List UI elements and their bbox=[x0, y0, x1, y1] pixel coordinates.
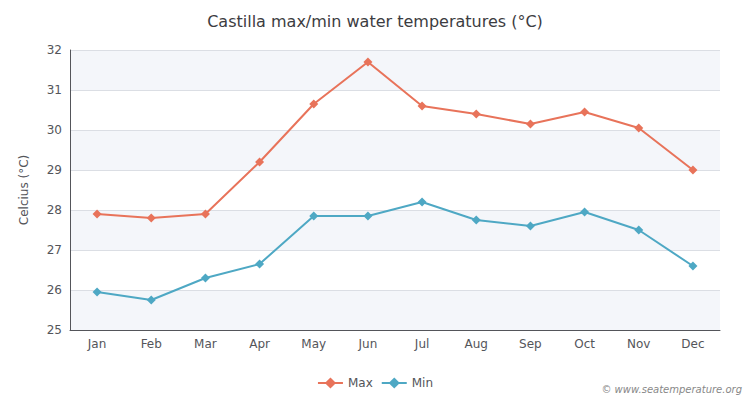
svg-text:Jul: Jul bbox=[414, 337, 429, 351]
svg-text:26: 26 bbox=[47, 283, 62, 297]
svg-text:30: 30 bbox=[47, 123, 62, 137]
svg-text:Max: Max bbox=[348, 376, 373, 390]
svg-text:31: 31 bbox=[47, 83, 62, 97]
svg-text:Celcius (°C): Celcius (°C) bbox=[17, 155, 31, 225]
svg-text:Sep: Sep bbox=[519, 337, 542, 351]
svg-text:Mar: Mar bbox=[194, 337, 217, 351]
svg-text:Nov: Nov bbox=[627, 337, 650, 351]
svg-text:© www.seatemperature.org: © www.seatemperature.org bbox=[601, 384, 742, 395]
svg-text:29: 29 bbox=[47, 163, 62, 177]
svg-text:Apr: Apr bbox=[249, 337, 270, 351]
svg-text:Jan: Jan bbox=[87, 337, 107, 351]
svg-text:May: May bbox=[301, 337, 326, 351]
svg-text:Oct: Oct bbox=[574, 337, 595, 351]
svg-text:Aug: Aug bbox=[465, 337, 488, 351]
svg-text:25: 25 bbox=[47, 323, 62, 337]
svg-text:Min: Min bbox=[412, 376, 433, 390]
svg-text:Dec: Dec bbox=[681, 337, 704, 351]
svg-text:Castilla max/min water tempera: Castilla max/min water temperatures (°C) bbox=[207, 12, 543, 31]
svg-text:28: 28 bbox=[47, 203, 62, 217]
svg-text:Feb: Feb bbox=[141, 337, 162, 351]
svg-text:32: 32 bbox=[47, 43, 62, 57]
svg-text:Jun: Jun bbox=[358, 337, 378, 351]
svg-text:27: 27 bbox=[47, 243, 62, 257]
